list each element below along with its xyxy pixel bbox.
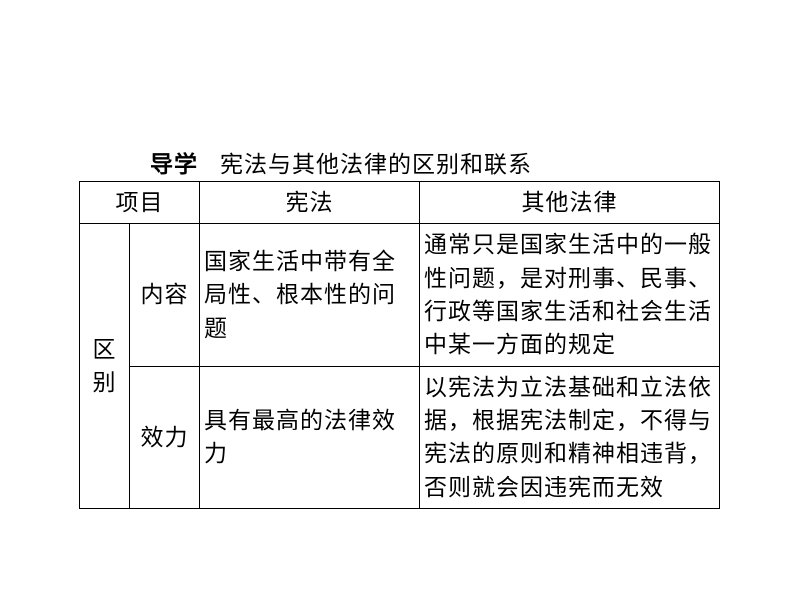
aspect-effect: 效力 (130, 366, 200, 508)
header-constitution: 宪法 (200, 182, 420, 224)
constitution-effect: 具有最高的法律效力 (200, 366, 420, 508)
title-rest: 宪法与其他法律的区别和联系 (220, 152, 532, 177)
table-row: 效力 具有最高的法律效力 以宪法为立法基础和立法依据，根据宪法制定，不得与宪法的… (80, 366, 720, 508)
header-item: 项目 (80, 182, 200, 224)
constitution-content: 国家生活中带有全局性、根本性的问题 (200, 224, 420, 366)
header-other-laws: 其他法律 (420, 182, 720, 224)
title-lead: 导学 (150, 152, 198, 177)
table-header-row: 项目 宪法 其他法律 (80, 182, 720, 224)
side-label-difference: 区别 (80, 224, 130, 509)
page-title: 导学宪法与其他法律的区别和联系 (150, 145, 532, 179)
comparison-table: 项目 宪法 其他法律 区别 内容 国家生活中带有全局性、根本性的问题 通常只是国… (79, 181, 720, 509)
table-row: 区别 内容 国家生活中带有全局性、根本性的问题 通常只是国家生活中的一般性问题，… (80, 224, 720, 366)
otherlaws-effect: 以宪法为立法基础和立法依据，根据宪法制定，不得与宪法的原则和精神相违背，否则就会… (420, 366, 720, 508)
page: 导学宪法与其他法律的区别和联系 项目 宪法 其他法律 区别 内容 国家生活中带有… (0, 0, 794, 603)
aspect-content: 内容 (130, 224, 200, 366)
otherlaws-content: 通常只是国家生活中的一般性问题，是对刑事、民事、行政等国家生活和社会生活中某一方… (420, 224, 720, 366)
side-label-text: 区别 (93, 337, 117, 395)
